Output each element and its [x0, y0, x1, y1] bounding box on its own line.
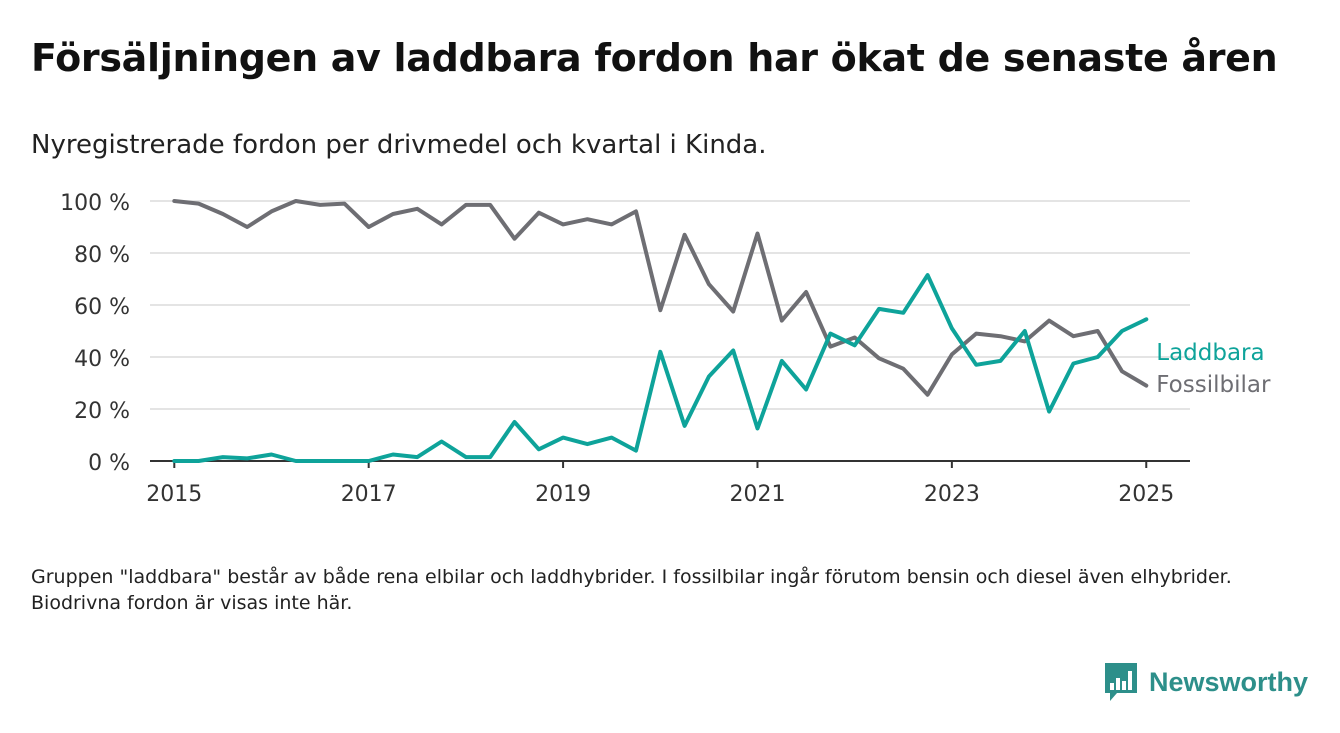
y-tick-label: 60 %	[74, 295, 130, 320]
x-tick-label: 2023	[924, 482, 980, 507]
grid-lines	[150, 200, 1190, 410]
x-axis: 2015 2017 2019 2021 2023 2025	[146, 460, 1190, 507]
brand-logo: Newsworthy	[1103, 661, 1308, 703]
series-label-fossilbilar: Fossilbilar	[1156, 372, 1271, 398]
chart-subtitle: Nyregistrerade fordon per drivmedel och …	[31, 130, 767, 160]
series-labels: Fossilbilar Laddbara	[1156, 340, 1271, 398]
y-tick-label: 100 %	[60, 191, 130, 216]
series-line-fossilbilar	[172, 199, 1149, 397]
series-lines	[172, 199, 1149, 463]
y-axis: 0 % 20 % 40 % 60 % 80 % 100 %	[60, 191, 130, 476]
chart-title: Försäljningen av laddbara fordon har öka…	[31, 36, 1278, 80]
newsworthy-logo-icon	[1105, 663, 1137, 701]
x-tick-label: 2015	[146, 482, 202, 507]
series-label-laddbara: Laddbara	[1156, 340, 1264, 366]
x-tick-label: 2017	[341, 482, 397, 507]
series-line-laddbara	[172, 273, 1149, 463]
brand-name: Newsworthy	[1149, 666, 1309, 697]
line-chart: 0 % 20 % 40 % 60 % 80 % 100 % 2015 2017 2019 202…	[60, 191, 1271, 507]
y-tick-label: 40 %	[74, 347, 130, 372]
y-tick-label: 20 %	[74, 399, 130, 424]
x-tick-label: 2019	[535, 482, 591, 507]
y-tick-label: 80 %	[74, 243, 130, 268]
x-tick-label: 2021	[729, 482, 785, 507]
x-tick-label: 2025	[1118, 482, 1174, 507]
y-tick-label: 0 %	[88, 451, 130, 476]
footnote: Gruppen "laddbara" består av både rena e…	[31, 566, 1232, 614]
